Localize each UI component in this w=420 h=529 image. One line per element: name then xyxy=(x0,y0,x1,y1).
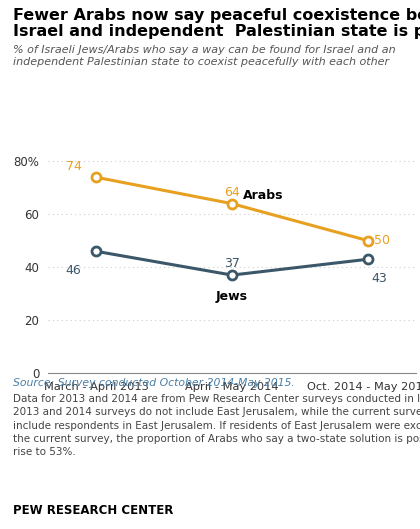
Text: 64: 64 xyxy=(224,186,240,199)
Text: 46: 46 xyxy=(66,264,81,277)
Text: % of Israeli Jews/Arabs who say a way can be found for Israel and an
independent: % of Israeli Jews/Arabs who say a way ca… xyxy=(13,45,395,67)
Text: 37: 37 xyxy=(224,258,240,270)
Text: Source: Survey conducted October 2014-May 2015.: Source: Survey conducted October 2014-Ma… xyxy=(13,378,294,388)
Text: Jews: Jews xyxy=(216,290,248,303)
Text: 74: 74 xyxy=(66,160,81,172)
Text: Israel and independent  Palestinian state is possible: Israel and independent Palestinian state… xyxy=(13,24,420,39)
Text: Fewer Arabs now say peaceful coexistence between: Fewer Arabs now say peaceful coexistence… xyxy=(13,8,420,23)
Text: Arabs: Arabs xyxy=(243,189,284,202)
Text: Data for 2013 and 2014 are from Pew Research Center surveys conducted in Israel.: Data for 2013 and 2014 are from Pew Rese… xyxy=(13,394,420,457)
Text: 50: 50 xyxy=(374,234,390,247)
Text: PEW RESEARCH CENTER: PEW RESEARCH CENTER xyxy=(13,504,173,517)
Text: 43: 43 xyxy=(371,272,387,285)
